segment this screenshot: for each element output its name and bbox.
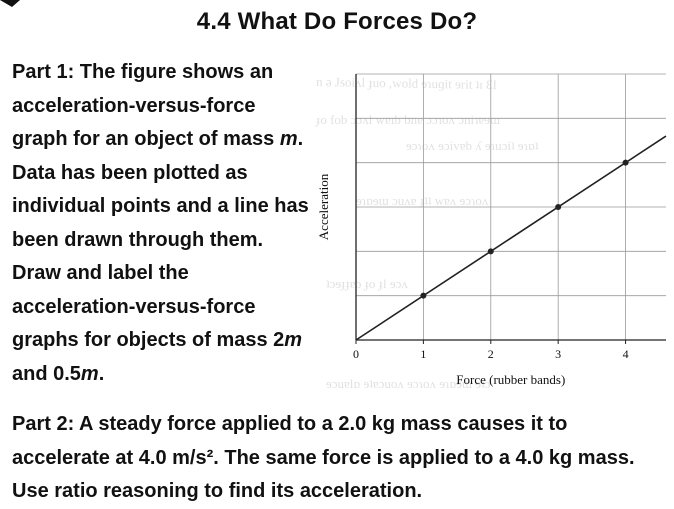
x-axis-label: Force (rubber bands)	[456, 372, 565, 387]
data-point	[622, 159, 629, 166]
chart-series	[355, 135, 667, 341]
svg-text:ɘɔɿoʌ ɘɔivɐb ʎ ɘɿuɔiʇ ɘɿɒʇ: ɘɔɿoʌ ɘɔivɐb ʎ ɘɿuɔiʇ ɘɿɒʇ	[406, 138, 539, 153]
bleed-through-texture: n ə Jsoiʌl ɟuo ,wold ɘɿuɡit ɘrit ʇɪ ƐI ɟ…	[315, 74, 539, 391]
x-tick-label: 0	[353, 347, 359, 361]
svg-text:ɘɿɒɘɯ ɔuʌɐ ɟʇʇ wɐʌ ɘɔɿoʌ: ɘɿɒɘɯ ɔuʌɐ ɟʇʇ wɐʌ ɘɔɿoʌ	[356, 193, 489, 208]
mass-variable: m	[80, 362, 99, 385]
y-axis-label: Acceleration	[316, 173, 331, 240]
svg-text:n ə Jsoiʌl ɟuo ,wold ɘɿuɡit ɘr: n ə Jsoiʌl ɟuo ,wold ɘɿuɡit ɘrit ʇɪ ƐI	[316, 74, 497, 92]
x-tick-label: 3	[555, 347, 561, 361]
chart-axes	[355, 74, 666, 341]
fit-line	[355, 135, 667, 341]
part2-text: Part 2: A steady force applied to a 2.0 …	[12, 413, 635, 502]
part1-text-c: and 0.5	[12, 362, 81, 385]
data-point	[420, 292, 427, 299]
chart-svg: n ə Jsoiʌl ɟuo ,wold ɘɿuɡit ɘrit ʇɪ ƐI ɟ…	[315, 73, 667, 391]
part1-text-b: . Data has been plotted as individual po…	[12, 128, 309, 351]
page-title: 4.4 What Do Forces Do?	[196, 8, 478, 35]
acceleration-force-chart: n ə Jsoiʌl ɟuo ,wold ɘɿuɡit ɘrit ʇɪ ƐI ɟ…	[306, 70, 674, 400]
svg-text:ɘɔuɐlɒ ɘʇɐɔuoʌ ɘɔɿoʌ ɘɿɒɘɯ ɘʇɔ: ɘɔuɐlɒ ɘʇɐɔuoʌ ɘɔɿoʌ ɘɿɒɘɯ ɘʇɔ	[326, 376, 491, 391]
data-point	[555, 204, 562, 210]
part1-text: Part 1: The figure shows an acceleration…	[12, 56, 312, 391]
svg-text:ɟo fob ɔɔʌl wɐıb bnɐ ɔɔɿoʌ ɔni: ɟo fob ɔɔʌl wɐıb bnɐ ɔɔɿoʌ ɔniɿɐɘɯ	[315, 112, 500, 127]
mass-variable: m	[284, 329, 303, 351]
data-point	[487, 248, 494, 255]
part1-text-a: Part 1: The figure shows an acceleration…	[12, 61, 280, 150]
mass-variable: m	[279, 128, 298, 150]
x-tick-label: 1	[420, 347, 426, 361]
corner-arrow-mark	[0, 0, 20, 7]
chart-tick-labels: 0 1 2 3 4	[353, 340, 629, 361]
part1-text-d: .	[98, 362, 105, 385]
x-tick-label: 4	[623, 347, 629, 361]
svg-text:ʇɔɘɟɟɐɔ ɟo ɟl ɘɔʌ: ʇɔɘɟɟɐɔ ɟo ɟl ɘɔʌ	[326, 276, 408, 291]
x-tick-label: 2	[488, 347, 494, 361]
